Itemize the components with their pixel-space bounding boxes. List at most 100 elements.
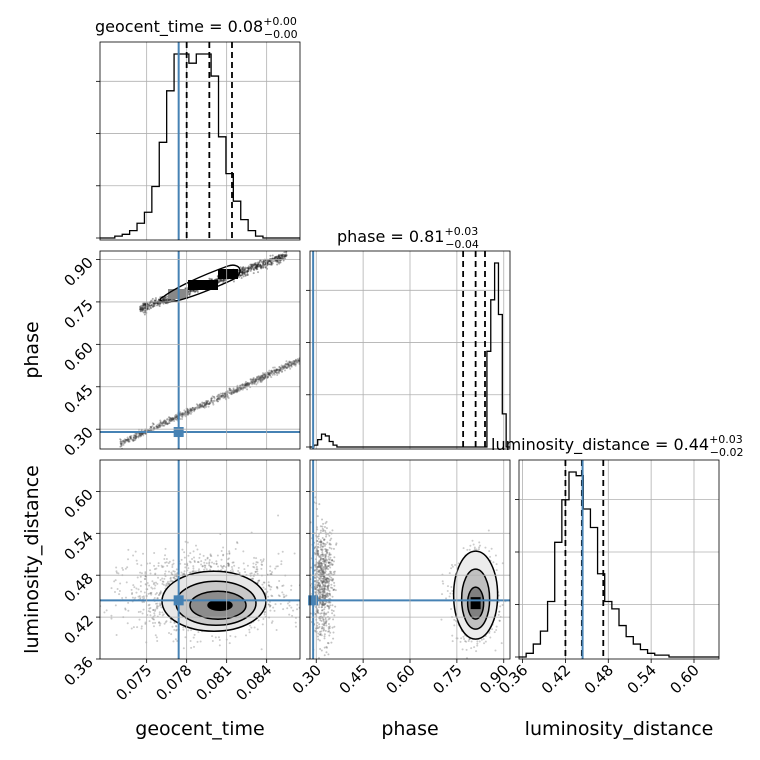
- sample-point: [252, 272, 255, 275]
- sample-point: [270, 376, 273, 379]
- sample-point: [205, 402, 208, 405]
- sample-point: [321, 581, 324, 584]
- sample-point: [244, 383, 247, 386]
- sample-point: [323, 611, 326, 614]
- sample-point: [322, 567, 325, 570]
- sample-point: [276, 369, 279, 372]
- sample-point: [278, 254, 281, 257]
- sample-point: [218, 644, 221, 647]
- sample-point: [319, 577, 322, 580]
- sample-point: [143, 306, 146, 309]
- sample-point: [317, 561, 320, 564]
- sample-point: [313, 579, 316, 582]
- sample-point: [118, 589, 121, 592]
- sample-point: [288, 361, 291, 364]
- sample-point: [122, 568, 125, 571]
- sample-point: [246, 383, 249, 386]
- sample-point: [229, 570, 232, 573]
- sample-point: [324, 585, 327, 588]
- sample-point: [198, 406, 201, 409]
- sample-point: [319, 632, 322, 635]
- sample-point: [246, 384, 249, 387]
- sample-point: [217, 565, 220, 568]
- sample-point: [277, 372, 280, 375]
- sample-point: [184, 287, 187, 290]
- sample-point: [255, 266, 258, 269]
- sample-point: [156, 604, 159, 607]
- sample-point: [267, 603, 270, 606]
- sample-point: [159, 422, 162, 425]
- sample-point: [175, 629, 178, 632]
- sample-point: [249, 572, 252, 575]
- sample-point: [251, 379, 254, 382]
- sample-point: [321, 603, 324, 606]
- sample-point: [269, 260, 272, 263]
- sample-point: [322, 593, 325, 596]
- sample-point: [171, 563, 174, 566]
- sample-point: [168, 421, 171, 424]
- sample-point: [323, 544, 326, 547]
- sample-point: [230, 391, 233, 394]
- sample-point: [155, 592, 158, 595]
- sample-point: [326, 551, 329, 554]
- sample-point: [335, 543, 338, 546]
- sample-point: [206, 400, 209, 403]
- sample-point: [316, 626, 319, 629]
- truth-marker: [173, 427, 184, 438]
- sample-point: [289, 367, 292, 370]
- sample-point: [140, 307, 143, 310]
- sample-point: [149, 304, 152, 307]
- sample-point: [328, 634, 331, 637]
- sample-point: [199, 404, 202, 407]
- sample-point: [321, 587, 324, 590]
- pair-panel-phase-luminosity_distance: [308, 460, 510, 659]
- sample-point: [241, 271, 244, 274]
- sample-point: [266, 261, 269, 264]
- sample-point: [314, 591, 317, 594]
- sample-point: [322, 592, 325, 595]
- sample-point: [217, 397, 220, 400]
- sample-point: [246, 382, 249, 385]
- sample-point: [450, 563, 453, 566]
- sample-point: [318, 503, 321, 506]
- sample-point: [320, 602, 323, 605]
- sample-point: [332, 631, 335, 634]
- title-plus: +0.03: [709, 433, 743, 446]
- sample-point: [204, 402, 207, 405]
- sample-point: [319, 579, 322, 582]
- sample-point: [181, 413, 184, 416]
- sample-point: [257, 376, 260, 379]
- sample-point: [318, 564, 321, 567]
- sample-point: [321, 557, 324, 560]
- sample-point: [250, 572, 253, 575]
- sample-point: [325, 627, 327, 629]
- sample-point: [157, 621, 160, 624]
- sample-point: [276, 565, 279, 568]
- sample-point: [159, 302, 162, 305]
- sample-point: [208, 402, 211, 405]
- sample-point: [298, 359, 300, 362]
- sample-point: [268, 372, 271, 375]
- sample-point: [219, 279, 222, 282]
- sample-point: [169, 580, 172, 583]
- sample-point: [277, 368, 280, 371]
- sample-point: [314, 553, 317, 556]
- sample-point: [330, 641, 333, 644]
- sample-point: [319, 633, 322, 636]
- sample-point: [141, 596, 144, 599]
- sample-point: [323, 579, 326, 582]
- sample-point: [258, 579, 261, 582]
- sample-point: [316, 609, 319, 612]
- sample-point: [295, 361, 298, 364]
- sample-point: [163, 424, 166, 427]
- sample-point: [256, 376, 259, 379]
- sample-point: [217, 281, 220, 284]
- sample-point: [317, 570, 320, 573]
- sample-point: [283, 366, 286, 369]
- sample-point: [271, 373, 274, 376]
- sample-point: [329, 594, 332, 597]
- sample-point: [208, 558, 211, 561]
- sample-point: [255, 265, 258, 268]
- sample-point: [154, 593, 157, 596]
- sample-point: [249, 381, 252, 384]
